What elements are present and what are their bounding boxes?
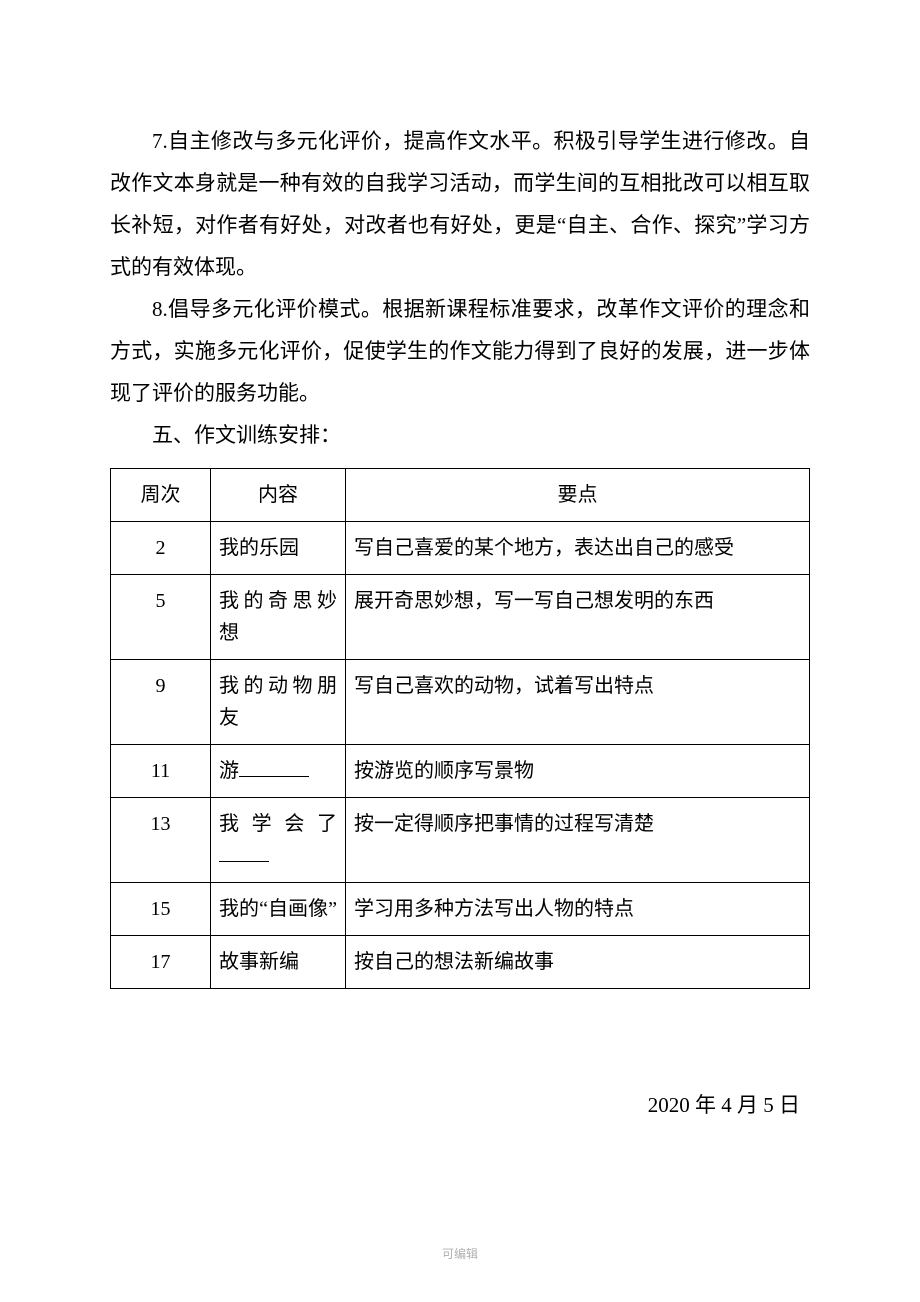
cell-content: 我的动物朋友 (211, 660, 346, 745)
table-body: 2我的乐园写自己喜爱的某个地方，表达出自己的感受5我的奇思妙想展开奇思妙想，写一… (111, 522, 810, 989)
cell-content: 我的奇思妙想 (211, 575, 346, 660)
blank-underline (239, 757, 309, 777)
cell-content: 我学会了 (211, 798, 346, 883)
table-row: 15我的“自画像”学习用多种方法写出人物的特点 (111, 883, 810, 936)
cell-content: 故事新编 (211, 936, 346, 989)
cell-key: 展开奇思妙想，写一写自己想发明的东西 (346, 575, 810, 660)
training-schedule-table: 周次 内容 要点 2我的乐园写自己喜爱的某个地方，表达出自己的感受5我的奇思妙想… (110, 468, 810, 989)
cell-week: 11 (111, 745, 211, 798)
cell-key: 学习用多种方法写出人物的特点 (346, 883, 810, 936)
table-row: 11游按游览的顺序写景物 (111, 745, 810, 798)
table-row: 9我的动物朋友写自己喜欢的动物，试着写出特点 (111, 660, 810, 745)
section-5-heading: 五、作文训练安排： (110, 414, 810, 456)
header-content: 内容 (211, 469, 346, 522)
cell-key: 写自己喜爱的某个地方，表达出自己的感受 (346, 522, 810, 575)
cell-key: 按游览的顺序写景物 (346, 745, 810, 798)
cell-key: 写自己喜欢的动物，试着写出特点 (346, 660, 810, 745)
blank-underline (219, 842, 269, 862)
paragraph-7: 7.自主修改与多元化评价，提高作文水平。积极引导学生进行修改。自改作文本身就是一… (110, 120, 810, 288)
table-row: 5我的奇思妙想展开奇思妙想，写一写自己想发明的东西 (111, 575, 810, 660)
cell-week: 17 (111, 936, 211, 989)
footer-editable-label: 可编辑 (0, 1245, 920, 1262)
table-header-row: 周次 内容 要点 (111, 469, 810, 522)
header-week: 周次 (111, 469, 211, 522)
cell-week: 2 (111, 522, 211, 575)
cell-key: 按自己的想法新编故事 (346, 936, 810, 989)
table-row: 13我学会了按一定得顺序把事情的过程写清楚 (111, 798, 810, 883)
cell-week: 15 (111, 883, 211, 936)
cell-content: 我的“自画像” (211, 883, 346, 936)
table-row: 2我的乐园写自己喜爱的某个地方，表达出自己的感受 (111, 522, 810, 575)
cell-content: 游 (211, 745, 346, 798)
document-date: 2020 年 4 月 5 日 (110, 1089, 810, 1119)
cell-week: 5 (111, 575, 211, 660)
header-key: 要点 (346, 469, 810, 522)
cell-week: 9 (111, 660, 211, 745)
table-row: 17故事新编按自己的想法新编故事 (111, 936, 810, 989)
paragraph-8: 8.倡导多元化评价模式。根据新课程标准要求，改革作文评价的理念和方式，实施多元化… (110, 288, 810, 414)
cell-week: 13 (111, 798, 211, 883)
cell-content: 我的乐园 (211, 522, 346, 575)
cell-key: 按一定得顺序把事情的过程写清楚 (346, 798, 810, 883)
